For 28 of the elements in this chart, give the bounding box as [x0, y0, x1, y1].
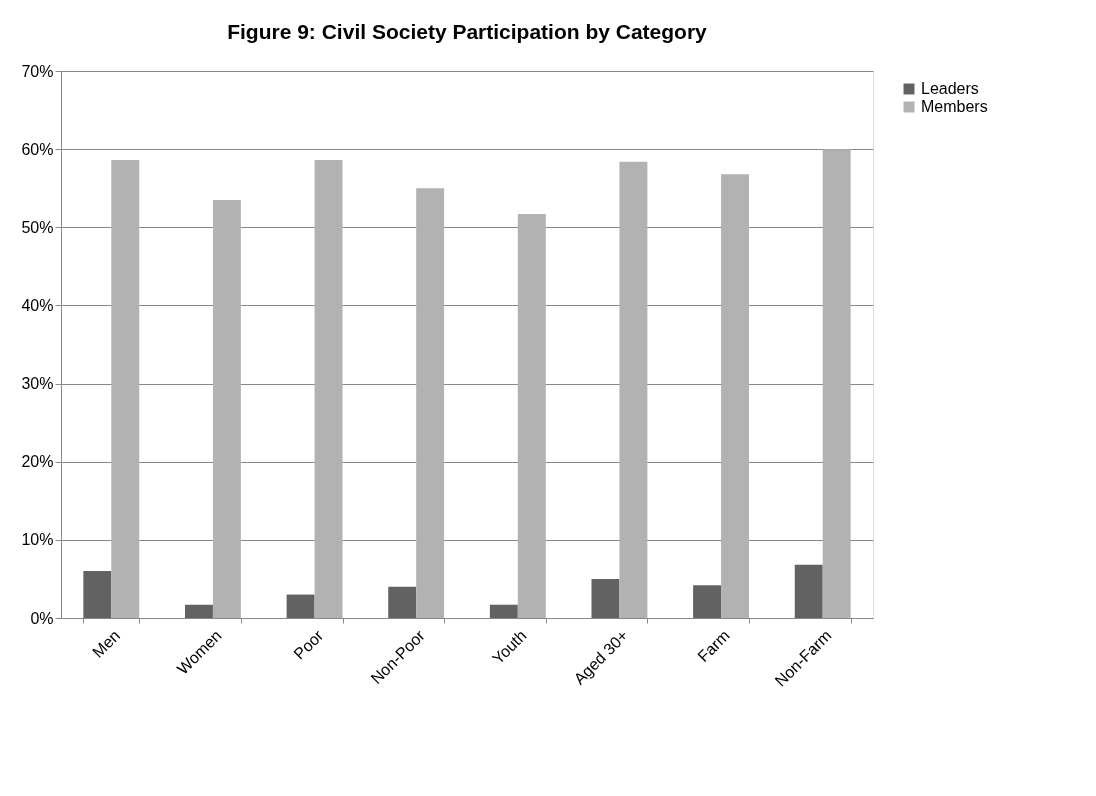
y-tick-label: 0% [30, 609, 54, 627]
bar [212, 199, 241, 618]
bar [591, 578, 620, 618]
y-tick-label: 10% [21, 531, 54, 549]
bar [693, 585, 722, 618]
bar [388, 586, 417, 618]
bar [489, 604, 518, 618]
bar [314, 160, 343, 618]
chart-title: Figure 9: Civil Society Participation by Category [227, 20, 708, 43]
bar [794, 564, 823, 618]
bar [83, 571, 112, 618]
bar [721, 174, 750, 618]
y-tick-label: 20% [21, 453, 54, 471]
y-tick-label: 50% [21, 218, 54, 236]
y-tick-label: 30% [21, 375, 54, 393]
bar [517, 214, 546, 618]
bar [822, 149, 851, 618]
bar [184, 604, 213, 618]
legend-label: Leaders [921, 80, 979, 97]
y-tick-label: 40% [21, 296, 54, 314]
y-tick-label: 70% [21, 62, 54, 80]
bar [416, 188, 445, 618]
bar [286, 594, 315, 618]
bar [111, 160, 140, 618]
y-tick-label: 60% [21, 140, 54, 158]
bar [619, 161, 648, 618]
legend-label: Members [921, 98, 988, 115]
x-tick-label: Men [89, 626, 124, 661]
